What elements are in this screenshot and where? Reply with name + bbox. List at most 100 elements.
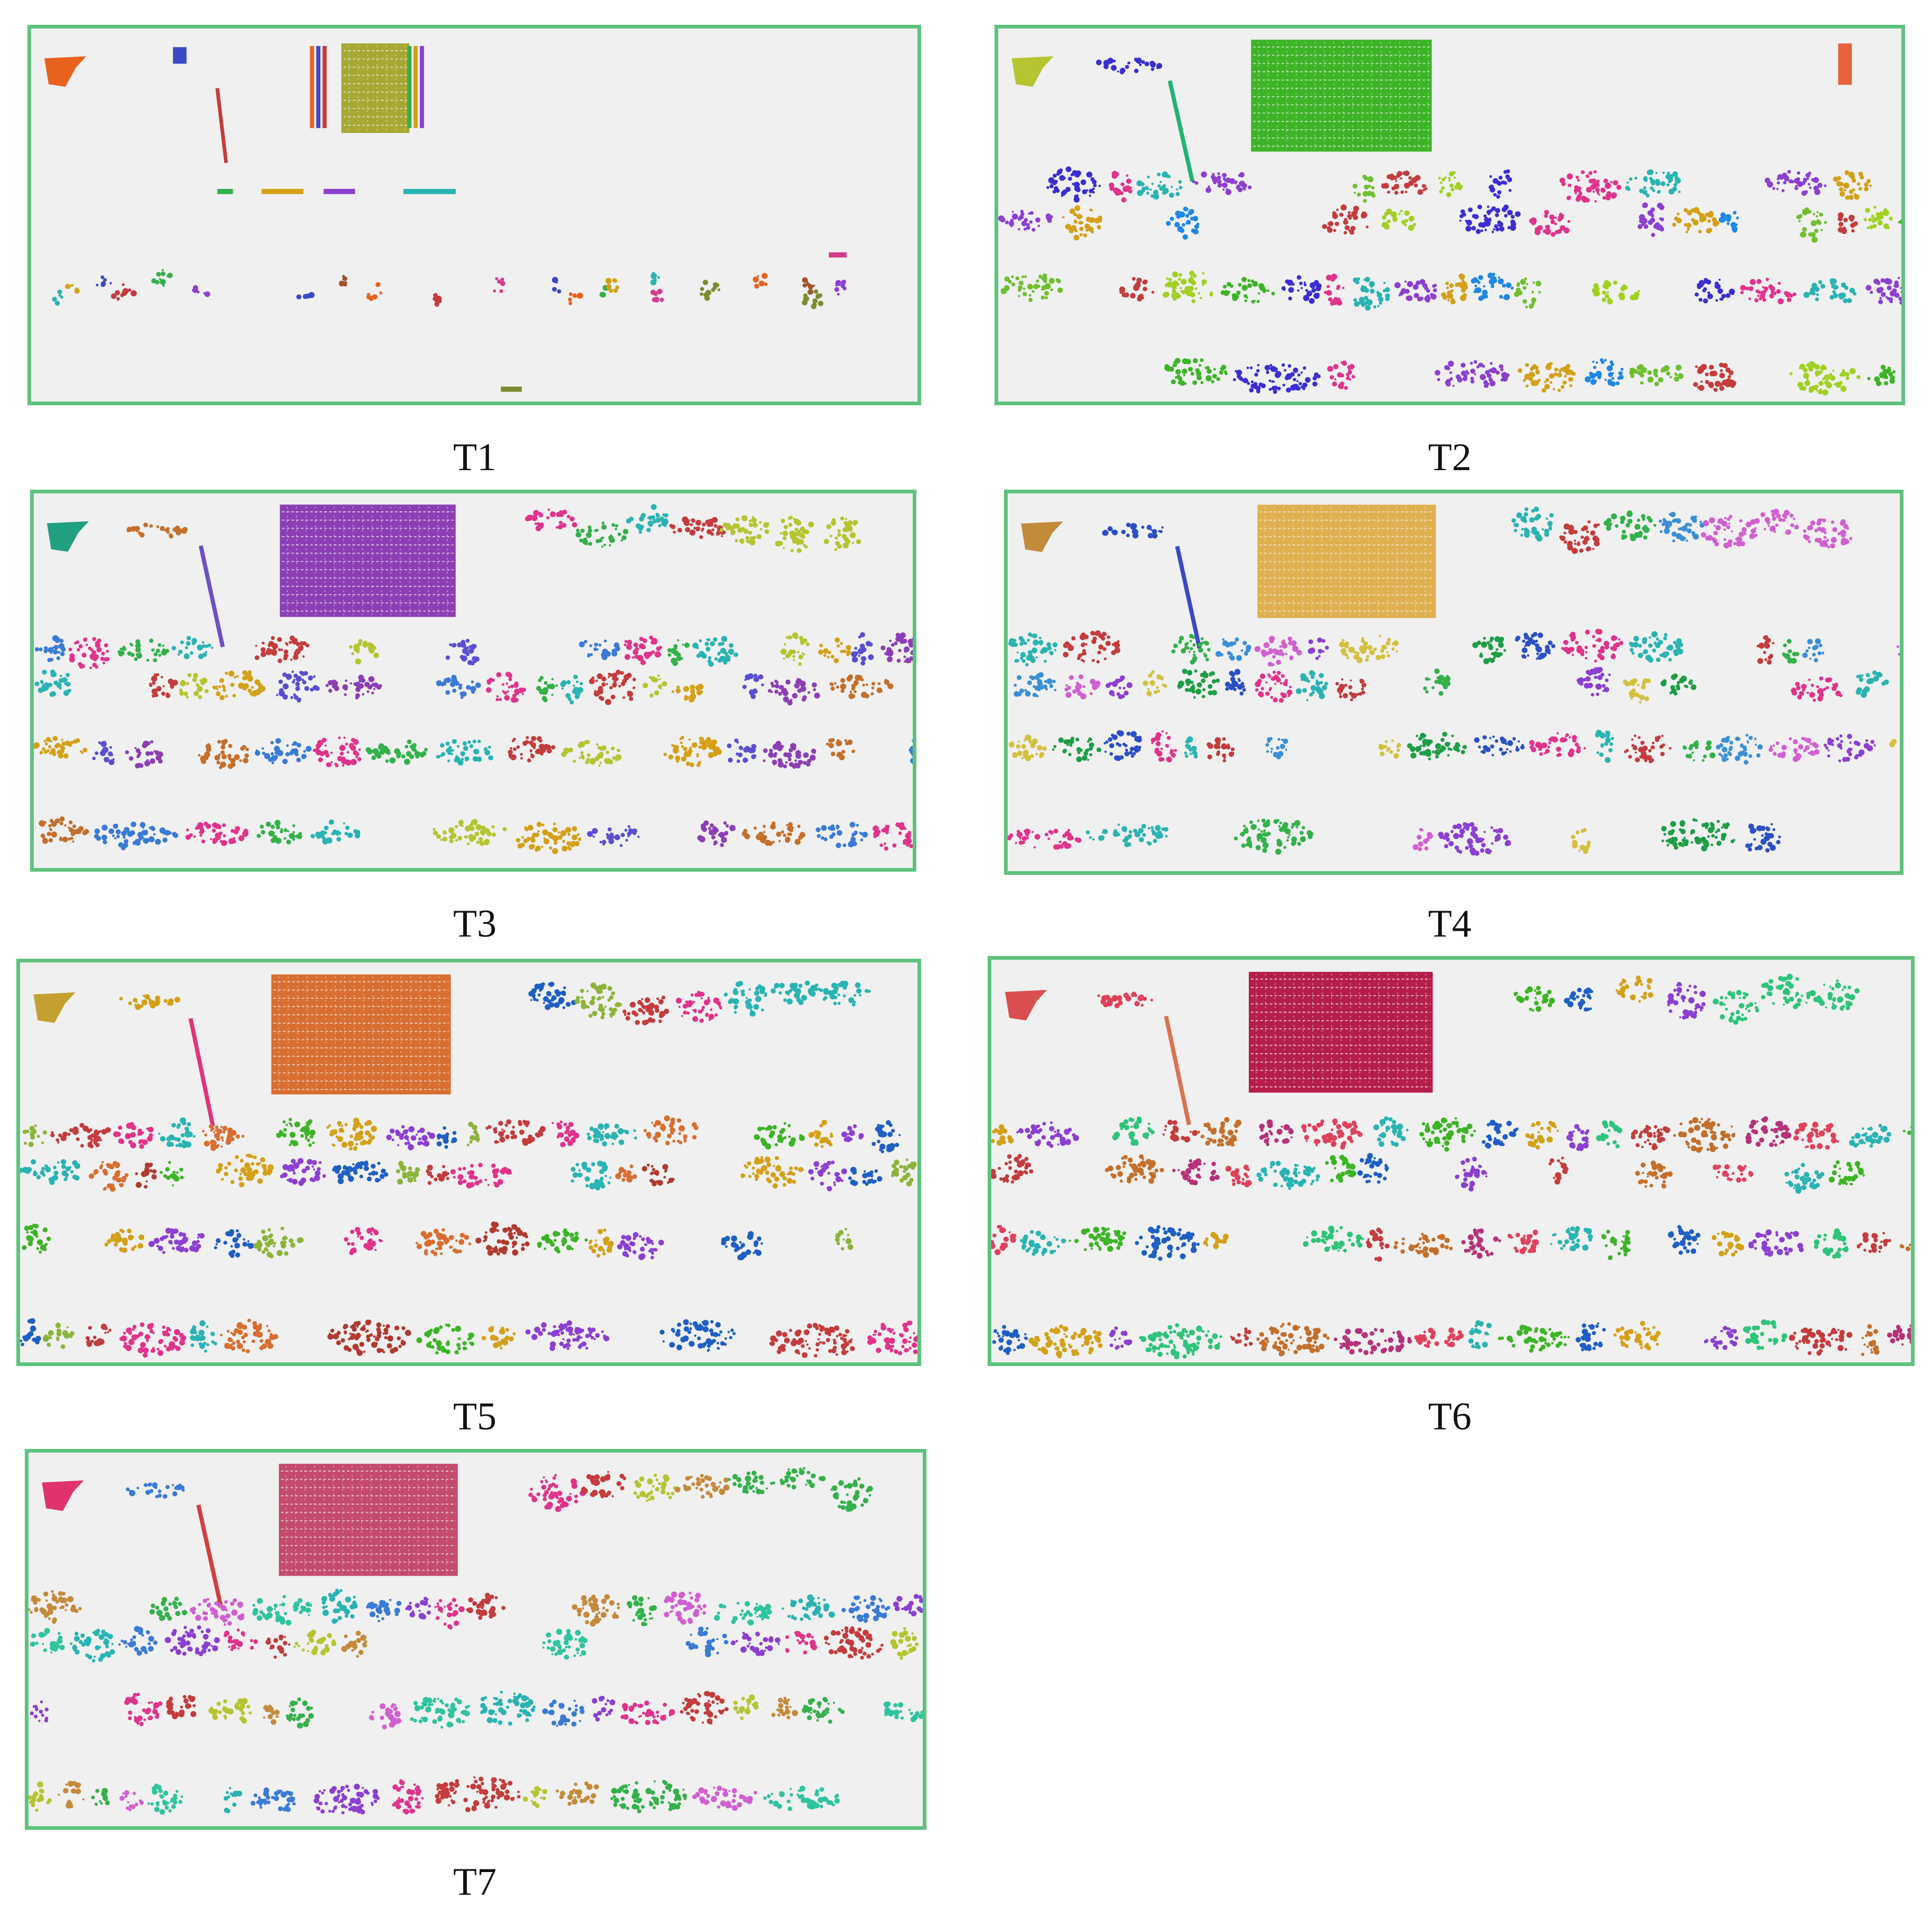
vegetation-cluster (536, 675, 558, 702)
pole-cluster (188, 1018, 215, 1127)
vegetation-cluster (1743, 1319, 1787, 1350)
vegetation-cluster (801, 1696, 845, 1724)
roof-cluster (775, 516, 814, 553)
vegetation-cluster (1172, 1158, 1220, 1186)
vegetation-cluster (1008, 828, 1082, 850)
vegetation-cluster (1849, 1123, 1891, 1148)
vegetation-cluster (165, 1625, 220, 1656)
vegetation-cluster (826, 738, 855, 760)
vegetation-cluster (1592, 280, 1640, 304)
vegetation-cluster (667, 639, 690, 666)
roof-cluster (669, 516, 726, 539)
vegetation-cluster (1673, 1117, 1736, 1153)
vegetation-cluster (1423, 668, 1451, 696)
vegetation-cluster (1162, 270, 1213, 303)
roof-cluster (830, 1477, 873, 1512)
vegetation-cluster (159, 1161, 184, 1187)
vegetation-cluster (1596, 1120, 1623, 1149)
object-cluster (192, 285, 211, 297)
vegetation-cluster (1693, 362, 1736, 392)
vegetation-cluster (312, 736, 362, 768)
vegetation-cluster (1668, 1225, 1701, 1255)
vegetation-cluster (30, 1700, 49, 1723)
vegetation-cluster (113, 1122, 154, 1149)
vegetation-cluster (85, 1323, 112, 1347)
vegetation-cluster (1143, 670, 1168, 697)
vegetation-cluster (480, 1691, 536, 1726)
vegetation-cluster (579, 639, 620, 661)
vegetation-cluster (1515, 632, 1556, 660)
vegetation-cluster (325, 674, 382, 700)
sign-cluster (1011, 56, 1054, 87)
object-cluster (650, 272, 661, 285)
vegetation-cluster (343, 1227, 383, 1255)
vegetation-cluster (1220, 276, 1275, 304)
vegetation-cluster (1339, 635, 1399, 663)
roof-cluster (528, 1474, 586, 1512)
vegetation-cluster (591, 1695, 616, 1722)
vegetation-cluster (1623, 678, 1651, 704)
vegetation-cluster (256, 819, 302, 845)
roof-cluster (770, 980, 821, 1005)
vegetation-cluster (104, 1228, 145, 1253)
vegetation-cluster (1740, 278, 1797, 304)
vegetation-cluster (1695, 278, 1735, 303)
vegetation-cluster (731, 1631, 781, 1656)
vegetation-cluster (219, 1319, 279, 1353)
vegetation-cluster (1215, 637, 1251, 661)
vegetation-cluster (551, 1120, 579, 1148)
panel-t4 (1004, 490, 1904, 875)
vegetation-cluster (332, 1160, 389, 1185)
vegetation-cluster (34, 635, 66, 662)
vegetation-cluster (680, 1691, 729, 1725)
vegetation-cluster (1889, 739, 1900, 750)
roof-cluster (574, 982, 623, 1019)
vegetation-cluster (124, 1693, 163, 1726)
vegetation-cluster (1861, 1324, 1880, 1357)
panel-t1 (27, 25, 921, 405)
vegetation-cluster (276, 1118, 315, 1147)
vegetation-cluster (556, 1781, 599, 1806)
vegetation-cluster (617, 1232, 664, 1261)
vegetation-cluster (1595, 730, 1614, 763)
vegetation-cluster (1745, 1116, 1792, 1147)
point-cloud-t2 (998, 40, 1901, 396)
vegetation-cluster (1559, 170, 1622, 203)
facade-segment (407, 46, 412, 128)
lamp-head-cluster (126, 1482, 185, 1499)
vegetation-cluster (1016, 1121, 1079, 1148)
roof-cluster (719, 515, 769, 546)
vegetation-cluster (94, 822, 178, 851)
vegetation-cluster (481, 1325, 516, 1350)
building-cluster (279, 1464, 458, 1576)
vegetation-cluster (118, 1626, 158, 1656)
vegetation-cluster (1867, 365, 1896, 386)
vegetation-cluster (769, 1322, 855, 1358)
vegetation-cluster (253, 1226, 304, 1258)
vegetation-cluster (1365, 1227, 1390, 1262)
vegetation-cluster (1748, 1229, 1804, 1257)
vegetation-cluster (1407, 731, 1467, 761)
object-cluster (65, 283, 80, 294)
lamp-head-cluster (1096, 58, 1162, 74)
object-cluster (650, 289, 664, 303)
building-cluster (1249, 971, 1433, 1093)
pole-cluster (1164, 1016, 1191, 1125)
vegetation-cluster (202, 1124, 245, 1151)
vegetation-cluster (1793, 1121, 1839, 1150)
vegetation-cluster (326, 1118, 377, 1151)
vegetation-cluster (808, 1160, 847, 1191)
point-cloud-t6 (991, 971, 1911, 1360)
vegetation-cluster (1192, 171, 1252, 195)
vegetation-cluster (1745, 823, 1781, 853)
vegetation-cluster (189, 1320, 217, 1353)
pole-cluster (196, 1504, 223, 1607)
vegetation-cluster (1136, 171, 1183, 200)
vegetation-cluster (615, 1165, 637, 1183)
vegetation-cluster (1548, 1157, 1568, 1185)
vegetation-cluster (508, 736, 556, 762)
vegetation-cluster (1796, 207, 1827, 243)
object-cluster (296, 292, 315, 300)
vegetation-cluster (149, 1597, 187, 1621)
vegetation-cluster (1459, 204, 1521, 234)
